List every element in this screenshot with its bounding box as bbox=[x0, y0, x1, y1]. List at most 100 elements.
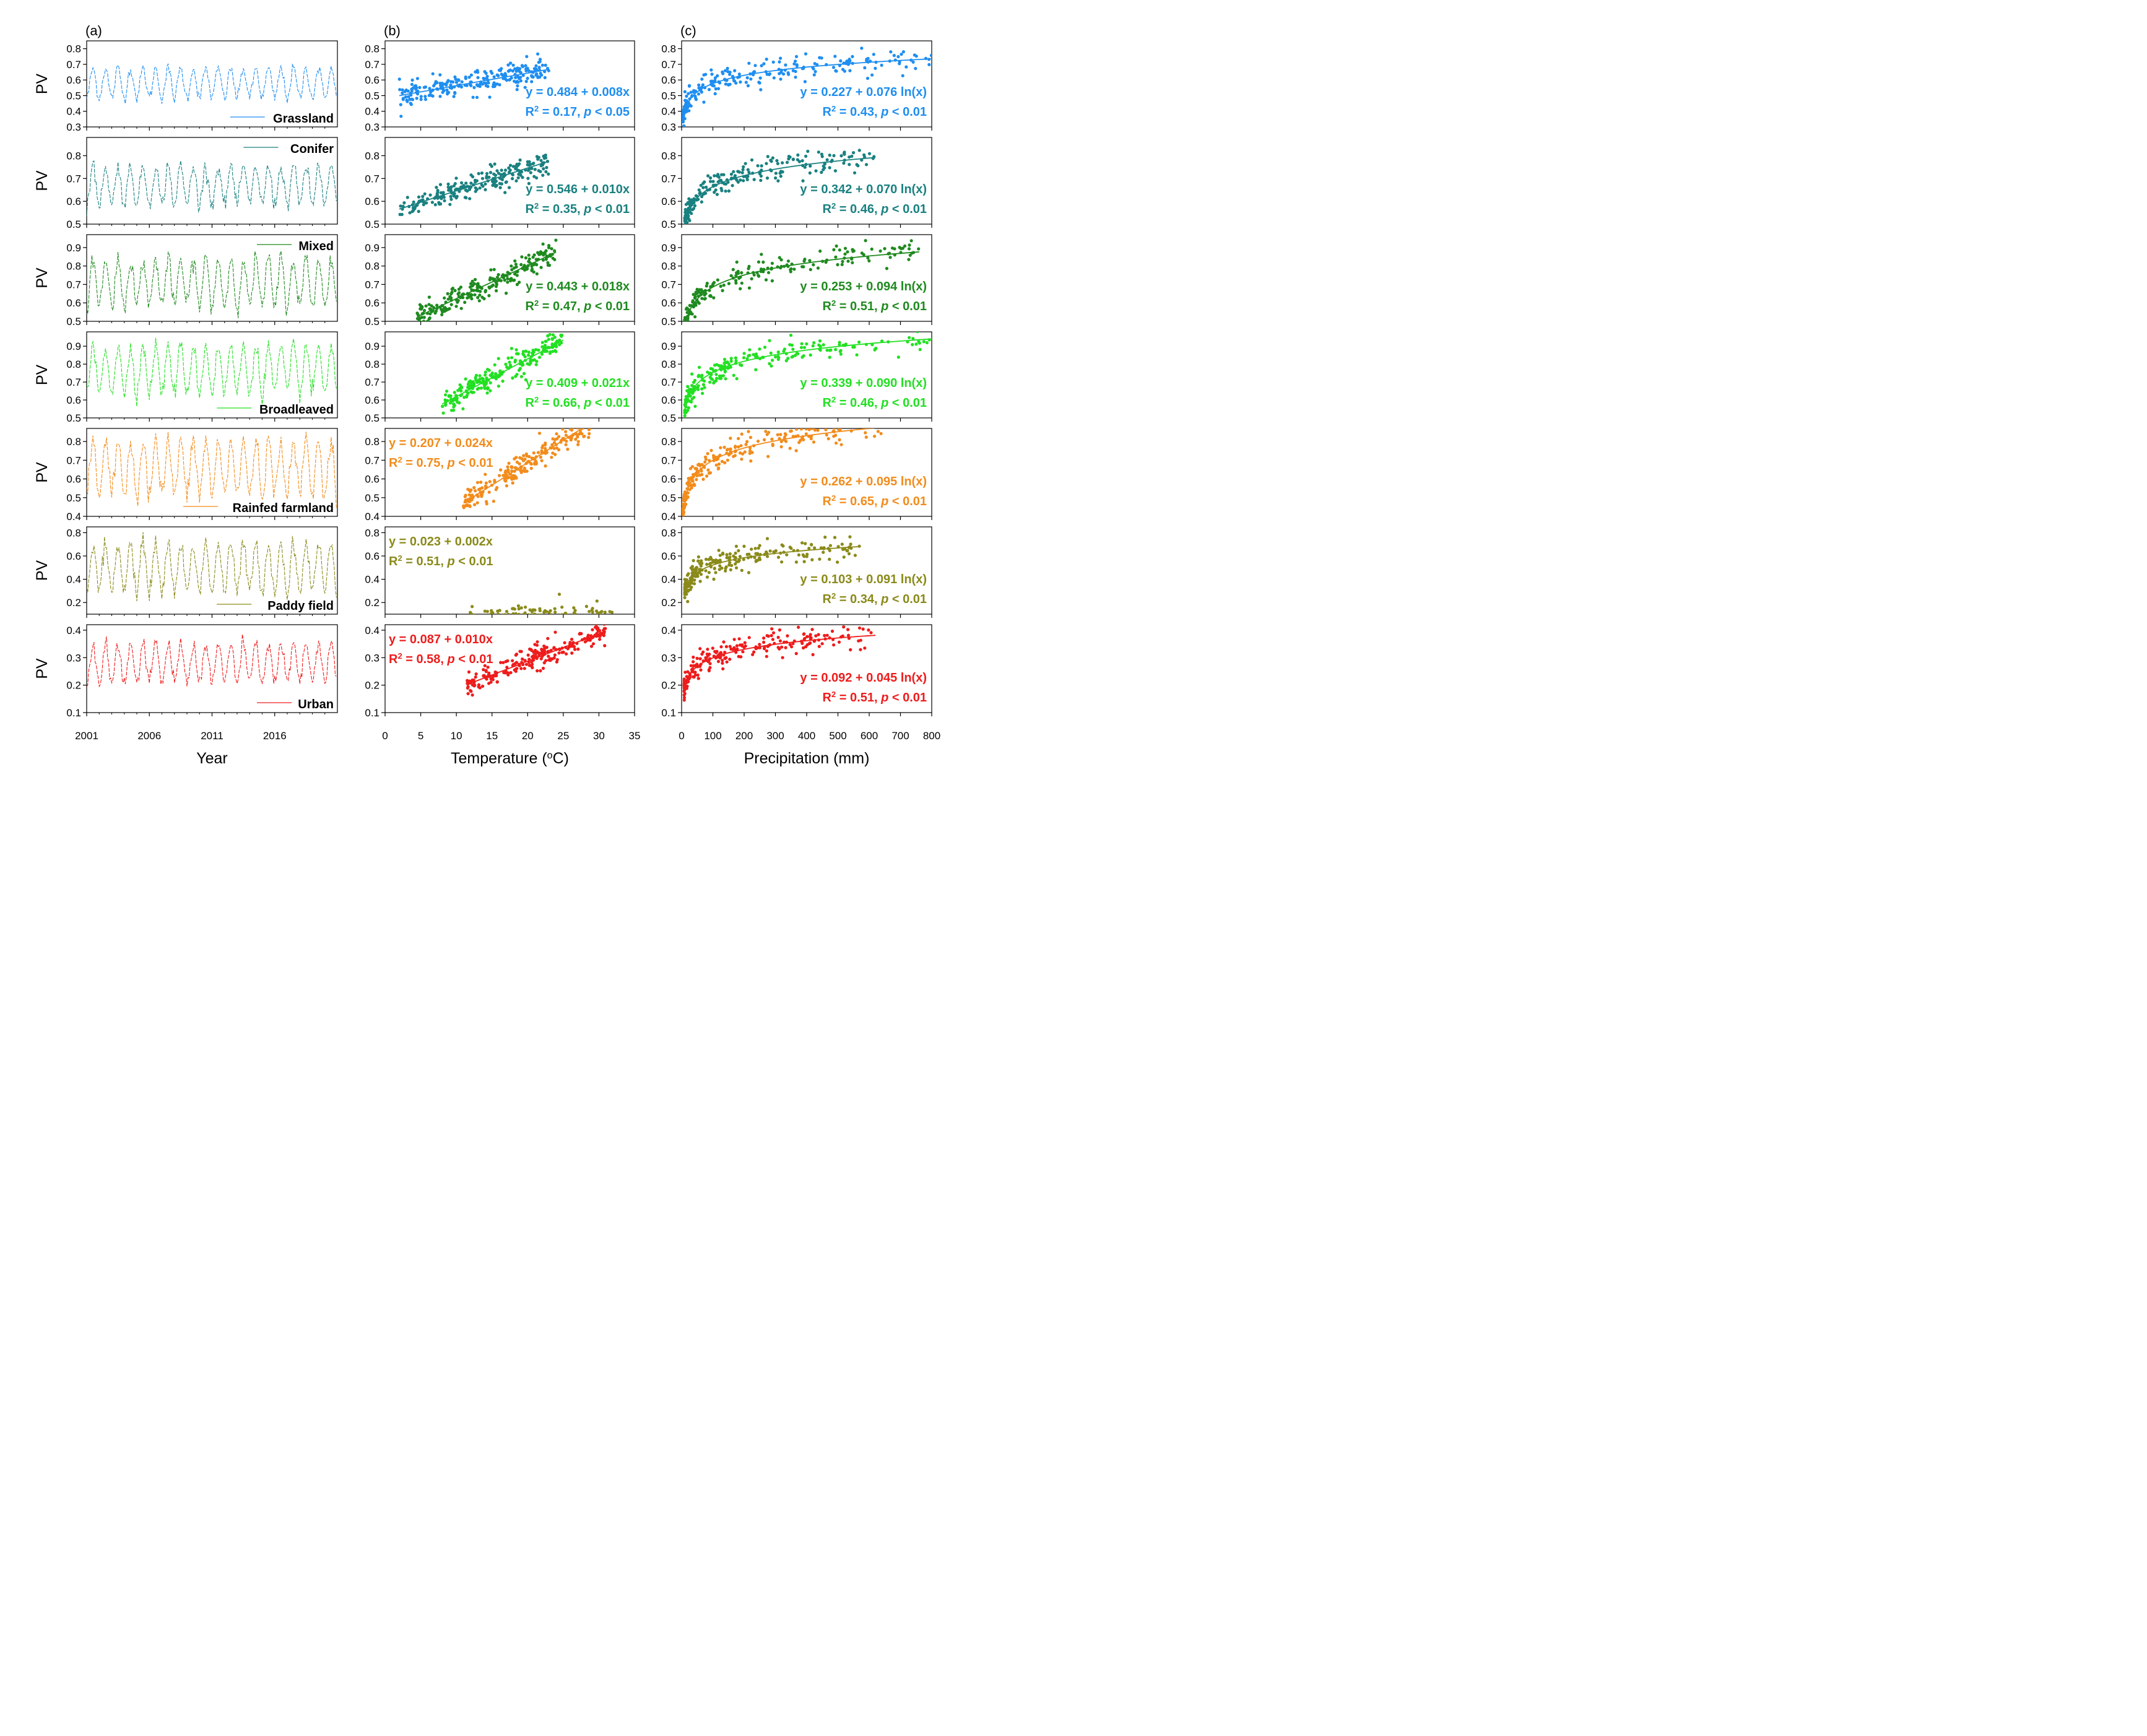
legend-label: Grassland bbox=[273, 112, 334, 126]
scatter-point bbox=[452, 95, 456, 98]
scatter-point bbox=[707, 471, 711, 475]
scatter-point bbox=[515, 274, 519, 277]
scatter-point bbox=[855, 353, 859, 357]
scatter-point bbox=[886, 420, 889, 423]
scatter-point bbox=[838, 343, 841, 347]
scatter-point bbox=[523, 466, 527, 470]
scatter-point bbox=[484, 472, 487, 476]
scatter-point bbox=[727, 563, 731, 567]
scatter-points bbox=[682, 625, 873, 702]
scatter-point bbox=[796, 153, 800, 157]
scatter-point bbox=[511, 176, 514, 181]
panel-frame bbox=[384, 40, 635, 128]
scatter-point bbox=[683, 224, 687, 227]
scatter-point bbox=[477, 617, 480, 620]
scatter-point bbox=[602, 616, 605, 619]
scatter-point bbox=[683, 210, 687, 214]
scatter-point bbox=[401, 91, 404, 95]
scatter-point bbox=[857, 149, 861, 152]
scatter-point bbox=[506, 277, 510, 280]
scatter-point bbox=[916, 332, 919, 334]
scatter-point bbox=[535, 272, 539, 276]
scatter-point bbox=[818, 557, 822, 561]
scatter-point bbox=[682, 493, 686, 497]
scatter-point bbox=[523, 626, 526, 629]
scatter-point bbox=[844, 342, 848, 346]
scatter-point bbox=[587, 417, 590, 420]
scatter-point bbox=[475, 83, 479, 87]
scatter-point bbox=[458, 401, 461, 405]
scatter-point bbox=[536, 622, 539, 625]
scatter-point bbox=[421, 323, 424, 326]
regression-line bbox=[684, 546, 860, 590]
scatter-point bbox=[487, 619, 490, 622]
scatter-point bbox=[607, 617, 610, 620]
scatter-point bbox=[711, 646, 714, 650]
scatter-point bbox=[454, 196, 458, 200]
x-axis-title-precipitation: Precipitation (mm) bbox=[744, 750, 870, 767]
scatter-point bbox=[857, 341, 861, 344]
scatter-point bbox=[591, 642, 596, 646]
scatter-point bbox=[440, 197, 443, 201]
scatter-point bbox=[534, 363, 538, 367]
scatter-point bbox=[478, 186, 482, 190]
fit-equation: y = 0.023 + 0.002x bbox=[389, 535, 493, 549]
scatter-point bbox=[494, 619, 497, 622]
scatter-point bbox=[809, 164, 812, 168]
scatter-point bbox=[794, 652, 798, 656]
scatter-point bbox=[505, 484, 509, 488]
scatter-point bbox=[521, 459, 526, 462]
scatter-point bbox=[739, 655, 743, 659]
scatter-point bbox=[591, 628, 594, 631]
panel-grassland-2: 0.30.40.50.60.70.8y = 0.227 + 0.076 ln(x… bbox=[661, 40, 932, 133]
scatter-point bbox=[533, 168, 537, 171]
scatter-point bbox=[521, 621, 524, 624]
scatter-point bbox=[722, 284, 726, 287]
scatter-point bbox=[467, 500, 471, 503]
scatter-point bbox=[705, 474, 709, 478]
scatter-point bbox=[410, 82, 414, 86]
scatter-point bbox=[855, 163, 859, 167]
y-tick-label: 0.6 bbox=[661, 474, 676, 485]
scatter-point bbox=[574, 437, 578, 441]
scatter-point bbox=[462, 616, 466, 619]
scatter-point bbox=[529, 616, 532, 619]
scatter-point bbox=[704, 191, 708, 195]
scatter-point bbox=[519, 263, 523, 266]
regression-line bbox=[464, 615, 614, 620]
scatter-point bbox=[498, 69, 503, 72]
scatter-point bbox=[760, 164, 763, 168]
scatter-point bbox=[704, 656, 708, 660]
scatter-point bbox=[841, 259, 844, 263]
scatter-point bbox=[533, 462, 537, 466]
scatter-point bbox=[487, 81, 490, 85]
scatter-point bbox=[709, 180, 713, 183]
scatter-point bbox=[775, 158, 779, 163]
scatter-point bbox=[839, 352, 843, 356]
scatter-point bbox=[683, 323, 687, 326]
scatter-point bbox=[851, 261, 854, 264]
scatter-point bbox=[711, 180, 715, 183]
scatter-point bbox=[581, 425, 584, 428]
y-tick-label: 0.5 bbox=[365, 90, 380, 102]
regression-line bbox=[685, 251, 919, 321]
scatter-point bbox=[734, 544, 738, 549]
scatter-point bbox=[756, 164, 760, 168]
scatter-point bbox=[911, 343, 914, 347]
scatter-point bbox=[514, 179, 518, 183]
scatter-point bbox=[739, 287, 742, 290]
scatter-point bbox=[781, 161, 784, 165]
scatter-point bbox=[839, 154, 843, 158]
scatter-point bbox=[560, 334, 563, 337]
scatter-point bbox=[734, 551, 737, 555]
scatter-point bbox=[514, 352, 519, 355]
scatter-point bbox=[532, 358, 536, 362]
scatter-point bbox=[888, 256, 892, 259]
scatter-point bbox=[762, 62, 766, 66]
scatter-point bbox=[485, 502, 488, 506]
scatter-point bbox=[683, 671, 687, 674]
scatter-point bbox=[557, 592, 562, 596]
scatter-point bbox=[513, 457, 516, 461]
scatter-point bbox=[498, 186, 502, 189]
